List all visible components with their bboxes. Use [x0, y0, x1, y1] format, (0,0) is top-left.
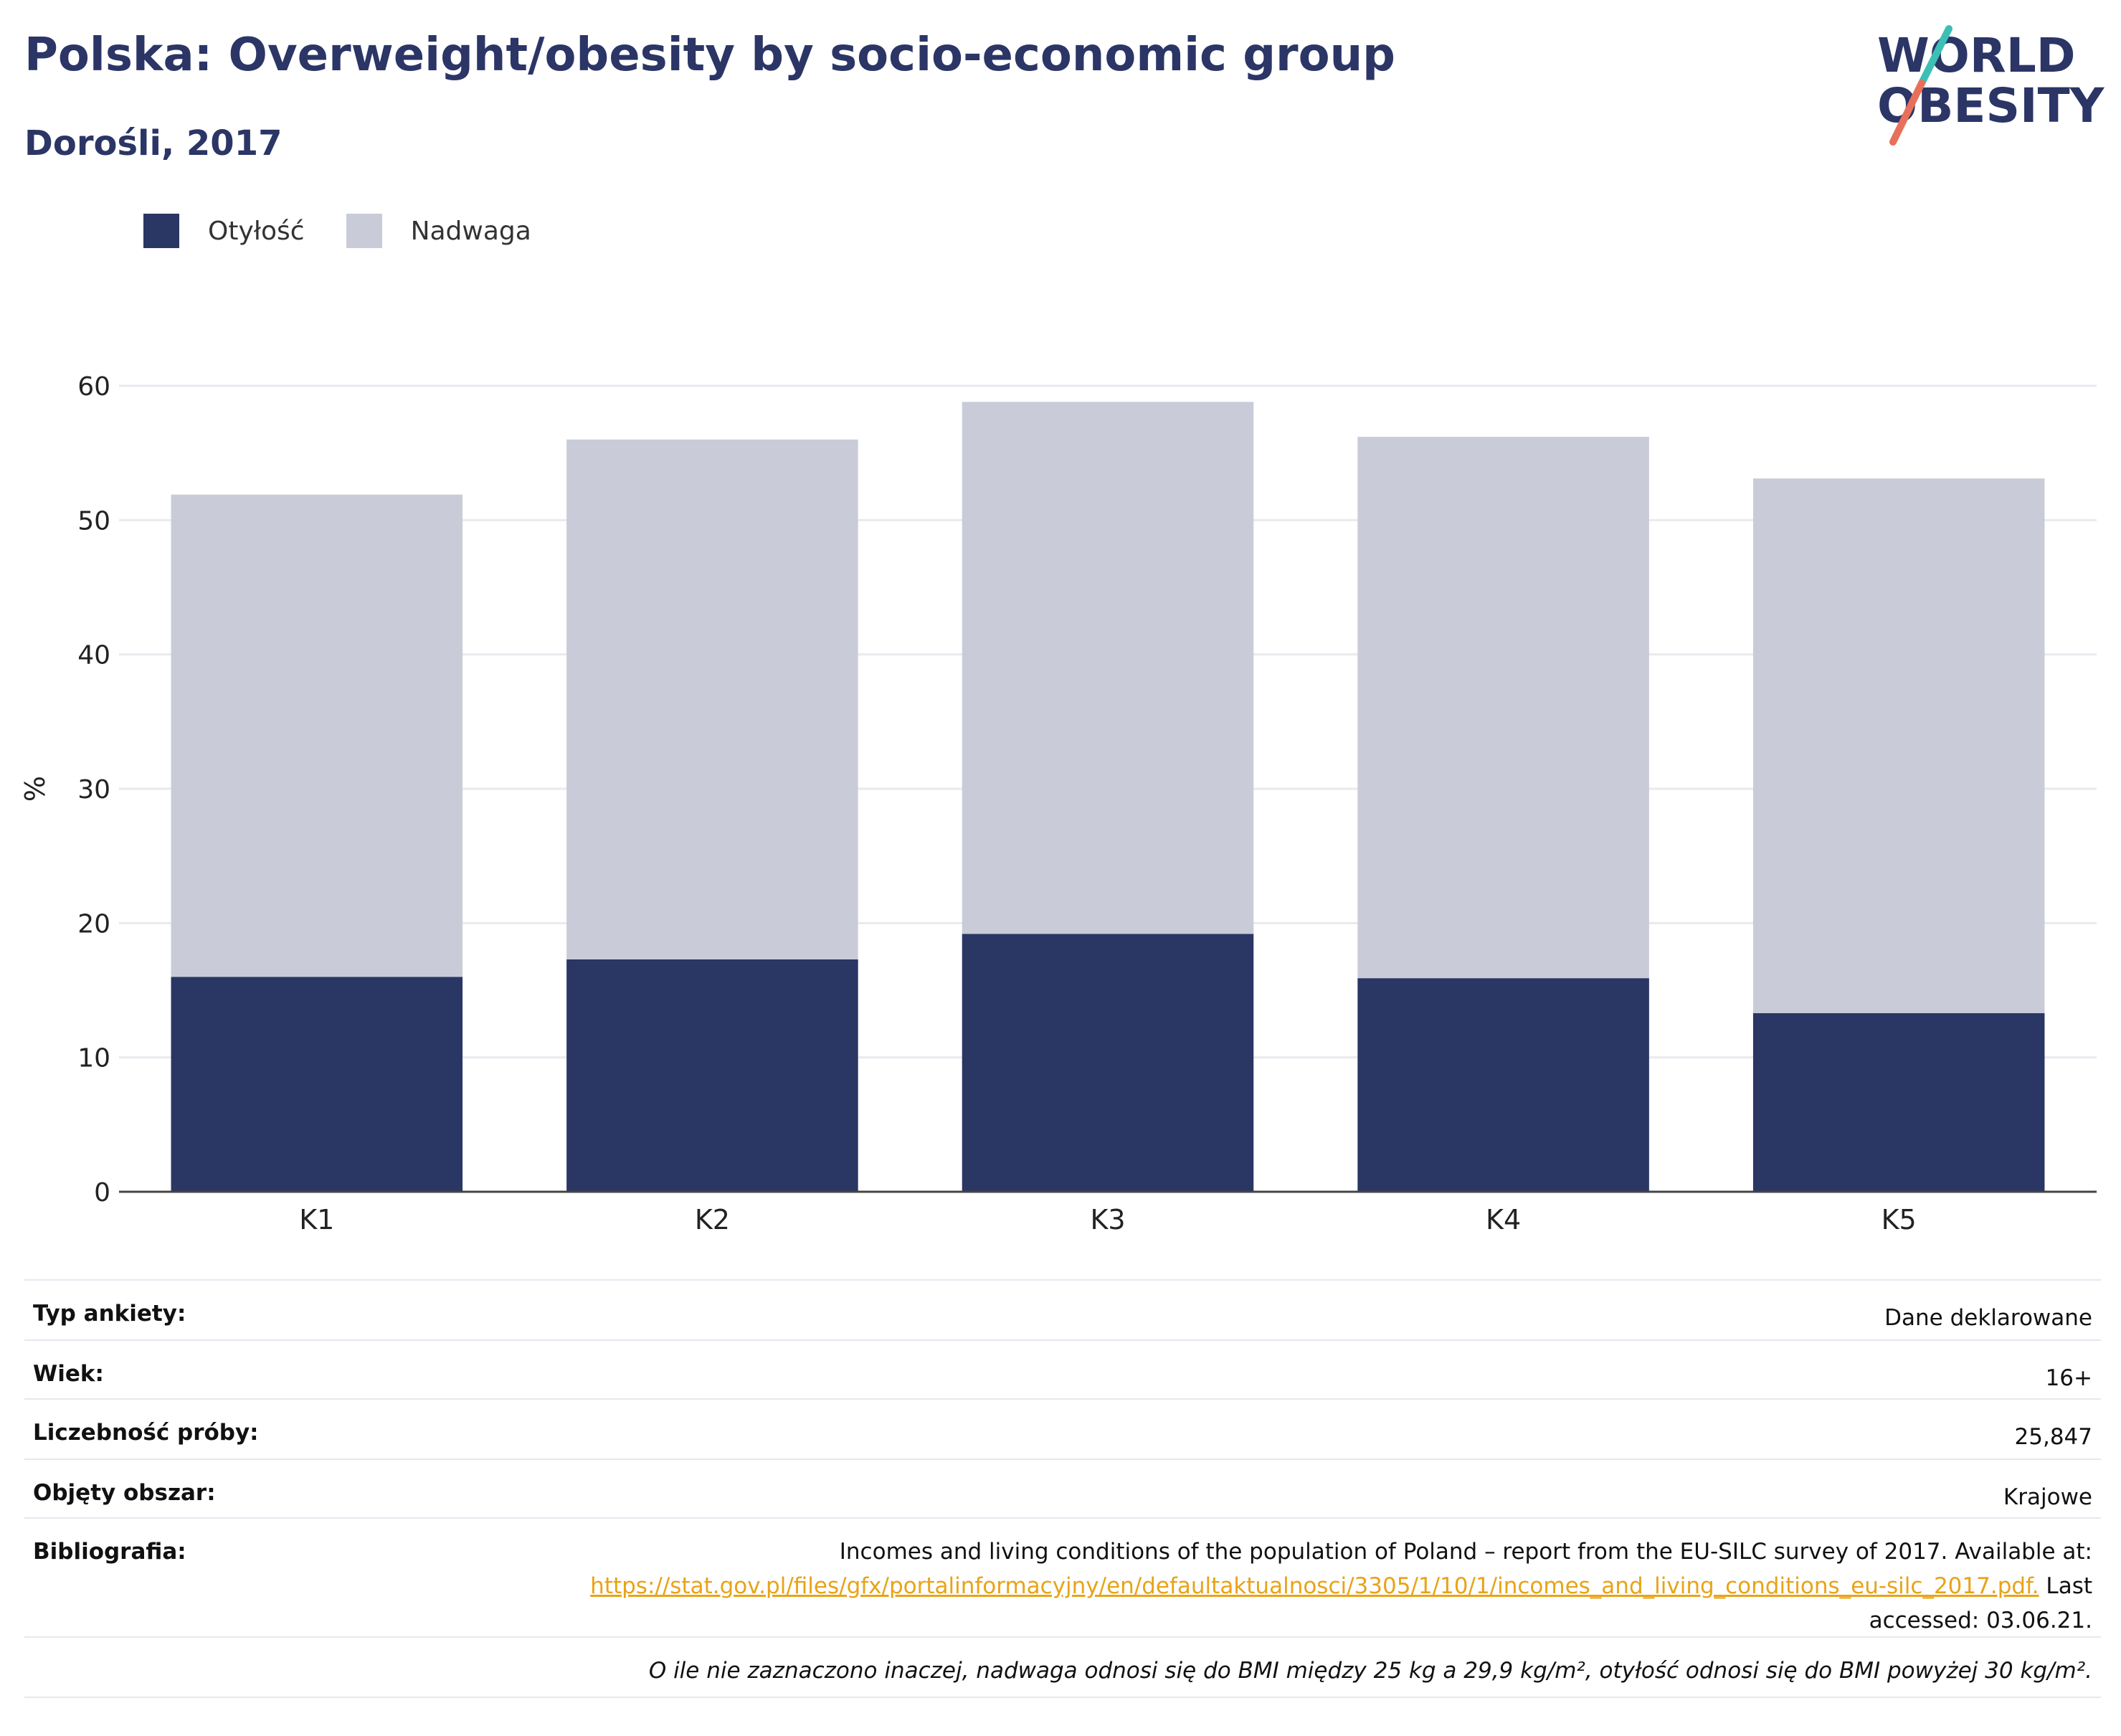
legend-label-overweight: Nadwaga — [410, 216, 531, 246]
y-tick-label-0: 0 — [94, 1178, 110, 1208]
meta-row-footnote: O ile nie zaznaczono inaczej, nadwaga od… — [24, 1636, 2101, 1697]
bar-k4-overweight — [1357, 437, 1649, 979]
logo-text-obesity: OBESITY — [1877, 78, 2105, 133]
bar-k3-obesity — [962, 934, 1254, 1192]
x-tick-label-k3: K3 — [1090, 1204, 1125, 1233]
y-tick-label-40: 40 — [77, 641, 110, 670]
meta-value-area: Krajowe — [2003, 1484, 2092, 1510]
meta-key-age: Wiek: — [33, 1361, 104, 1387]
bottom-rule — [24, 1697, 2101, 1698]
meta-key-bibliography: Bibliografia: — [33, 1539, 186, 1565]
chart-legend: Otyłość Nadwaga — [143, 212, 573, 250]
meta-row-age: Wiek: 16+ — [24, 1339, 2101, 1398]
meta-key-survey-type: Typ ankiety: — [33, 1301, 186, 1327]
bar-k1-obesity — [171, 977, 463, 1192]
bar-k3-overweight — [962, 402, 1254, 934]
bar-k2-overweight — [566, 439, 858, 959]
bar-k4-obesity — [1357, 978, 1649, 1192]
bar-k1-overweight — [171, 494, 463, 977]
bar-chart: 0 10 20 30 40 50 60% K1 K2 K3 K4 K5 — [19, 372, 2097, 1233]
legend-item-obesity[interactable]: Otyłość — [143, 214, 305, 248]
bar-k5-obesity — [1752, 1012, 2045, 1192]
bibliography-line-2: https://stat.gov.pl/files/gfx/portalinfo… — [590, 1569, 2092, 1603]
meta-value-sample-size: 25,847 — [2014, 1424, 2092, 1450]
legend-label-obesity: Otyłość — [208, 216, 305, 246]
meta-row-sample-size: Liczebność próby: 25,847 — [24, 1398, 2101, 1458]
legend-item-overweight[interactable]: Nadwaga — [346, 214, 531, 248]
x-tick-label-k5: K5 — [1882, 1204, 1917, 1233]
y-tick-label-60: 60 — [77, 372, 110, 402]
logo-slash-teal — [1918, 25, 1952, 87]
y-tick-label-10: 10 — [77, 1044, 110, 1073]
x-tick-label-k2: K2 — [695, 1204, 730, 1233]
y-axis-label: % — [19, 776, 51, 802]
y-tick-label-30: 30 — [77, 775, 110, 805]
meta-value-survey-type: Dane deklarowane — [1884, 1305, 2092, 1331]
y-tick-label-20: 20 — [77, 909, 110, 939]
world-obesity-logo: WORLD OBESITY — [1877, 25, 2105, 146]
logo-text-world: WORLD — [1877, 28, 2076, 83]
logo-slash-coral — [1889, 80, 1925, 146]
bibliography-text: Incomes and living conditions of the pop… — [839, 1539, 2092, 1565]
y-tick-label-50: 50 — [77, 506, 110, 536]
meta-row-survey-type: Typ ankiety: Dane deklarowane — [24, 1279, 2101, 1339]
bibliography-accessed: accessed: 03.06.21. — [1869, 1608, 2092, 1633]
legend-swatch-overweight — [346, 214, 382, 248]
bibliography-last: Last — [2046, 1573, 2092, 1599]
bibliography-link[interactable]: https://stat.gov.pl/files/gfx/portalinfo… — [590, 1573, 2039, 1599]
meta-row-area: Objęty obszar: Krajowe — [24, 1458, 2101, 1517]
meta-key-area: Objęty obszar: — [33, 1480, 216, 1506]
page-subtitle: Dorośli, 2017 — [24, 123, 283, 163]
metadata-table: Typ ankiety: Dane deklarowane Wiek: 16+ … — [24, 1279, 2101, 1698]
meta-value-age: 16+ — [2045, 1365, 2092, 1391]
bar-k5-overweight — [1752, 478, 2045, 1013]
page-title: Polska: Overweight/obesity by socio-econ… — [24, 29, 1395, 82]
bar-k2-obesity — [566, 959, 858, 1192]
x-tick-label-k4: K4 — [1486, 1204, 1521, 1233]
footnote: O ile nie zaznaczono inaczej, nadwaga od… — [648, 1658, 2092, 1684]
meta-row-bibliography: Bibliografia: Incomes and living conditi… — [24, 1517, 2101, 1636]
x-tick-label-k1: K1 — [299, 1204, 334, 1233]
meta-value-bibliography: Incomes and living conditions of the pop… — [590, 1535, 2092, 1638]
meta-key-sample-size: Liczebność próby: — [33, 1420, 259, 1446]
legend-swatch-obesity — [143, 214, 179, 248]
